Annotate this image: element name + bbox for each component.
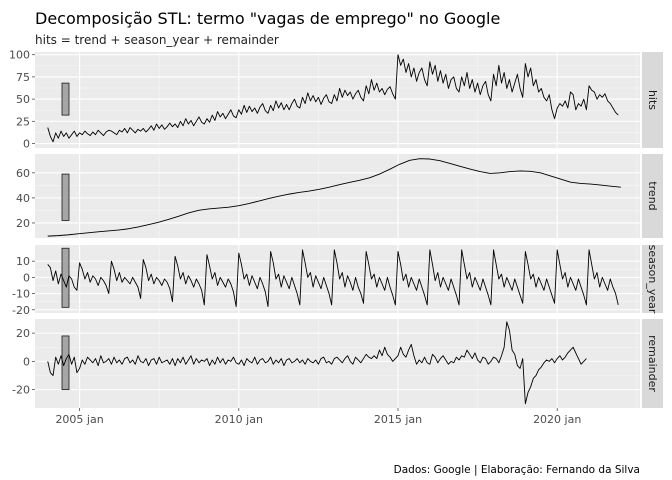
y-tick-label: -20	[12, 384, 30, 397]
y-tick-label: 0	[23, 355, 30, 368]
scale-bar	[61, 173, 70, 221]
panels-layer: 0 25 50 75 100 hits 20 40 60 trend -20 -10 0 10 season…	[9, 49, 663, 408]
chart-subtitle: hits = trend + season_year + remainder	[35, 33, 279, 47]
chart-title: Decomposição STL: termo "vagas de empreg…	[35, 9, 500, 28]
scale-bar	[61, 82, 70, 116]
series-line-trend	[47, 158, 621, 237]
scale-bar	[61, 247, 70, 308]
x-axis: 2005 jan 2010 jan 2015 jan 2020 jan	[55, 408, 581, 426]
scale-bar	[61, 335, 70, 391]
x-tick-label: 2015 jan	[374, 413, 422, 426]
facet-strip	[642, 52, 663, 148]
series-line-hits	[47, 54, 619, 143]
facet-strip-label: hits	[646, 90, 659, 110]
y-tick-label: 10	[16, 255, 30, 268]
y-tick-label: 20	[16, 327, 30, 340]
y-tick-label: 75	[16, 71, 30, 84]
series-line-remainder	[47, 321, 587, 405]
y-tick-label: 60	[16, 167, 30, 180]
y-tick-label: 20	[16, 217, 30, 230]
facet-strip	[642, 154, 663, 238]
panel-season_year: -20 -10 0 10 season_year	[12, 245, 663, 317]
y-tick-label: 50	[16, 93, 30, 106]
panel-hits: 0 25 50 75 100 hits	[9, 49, 663, 151]
x-tick-label: 2005 jan	[55, 413, 103, 426]
y-tick-label: -20	[12, 304, 30, 317]
y-tick-label: 100	[9, 49, 30, 62]
facet-strip-label: trend	[646, 181, 659, 210]
y-tick-label: -10	[12, 288, 30, 301]
y-tick-label: 0	[23, 138, 30, 151]
x-tick-label: 2020 jan	[533, 413, 581, 426]
chart-caption: Dados: Google | Elaboração: Fernando da …	[394, 464, 640, 476]
facet-strip-label: season_year	[646, 245, 659, 314]
panel-trend: 20 40 60 trend	[16, 154, 663, 238]
y-tick-label: 0	[23, 271, 30, 284]
series-line-season_year	[47, 249, 619, 307]
facet-strip	[642, 245, 663, 313]
y-tick-label: 25	[16, 115, 30, 128]
facet-strip	[642, 319, 663, 408]
facet-strip-label: remainder	[646, 335, 659, 392]
panel-background	[35, 154, 640, 238]
x-tick-label: 2010 jan	[215, 413, 263, 426]
panel-background	[35, 319, 640, 408]
panel-remainder: -20 0 20 remainder	[12, 319, 663, 408]
y-tick-label: 40	[16, 192, 30, 205]
